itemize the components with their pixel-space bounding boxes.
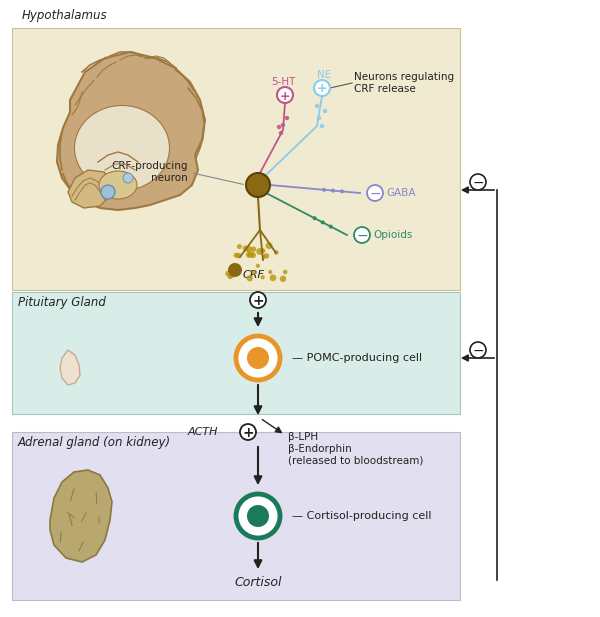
Circle shape: [315, 104, 319, 108]
Circle shape: [256, 263, 260, 268]
Text: Hypothalamus: Hypothalamus: [22, 9, 107, 22]
Text: +: +: [242, 426, 254, 440]
Circle shape: [269, 275, 276, 281]
Circle shape: [281, 123, 285, 127]
Text: −: −: [472, 344, 484, 358]
Circle shape: [246, 173, 270, 197]
Text: Opioids: Opioids: [373, 230, 412, 240]
Text: CRF-producing
neuron: CRF-producing neuron: [112, 161, 243, 184]
Circle shape: [227, 275, 232, 280]
Circle shape: [470, 174, 486, 190]
Circle shape: [246, 252, 251, 258]
Polygon shape: [57, 52, 205, 210]
Circle shape: [283, 270, 287, 275]
Text: 5-HT: 5-HT: [271, 77, 295, 87]
Text: −: −: [369, 187, 381, 201]
Text: Adrenal gland (on kidney): Adrenal gland (on kidney): [18, 436, 171, 449]
Text: Cortisol: Cortisol: [234, 576, 282, 589]
Circle shape: [242, 246, 248, 252]
Circle shape: [317, 116, 321, 120]
Circle shape: [247, 275, 253, 281]
Text: CRF: CRF: [243, 270, 265, 280]
Circle shape: [247, 347, 269, 369]
Text: Pituitary Gland: Pituitary Gland: [18, 296, 106, 309]
Circle shape: [329, 225, 333, 229]
Circle shape: [250, 292, 266, 308]
Text: −: −: [356, 229, 368, 243]
Text: +: +: [252, 294, 264, 308]
Circle shape: [354, 227, 370, 243]
Text: — POMC-producing cell: — POMC-producing cell: [292, 353, 422, 363]
Circle shape: [237, 244, 242, 249]
Circle shape: [320, 124, 324, 128]
Circle shape: [314, 80, 330, 96]
Circle shape: [277, 87, 293, 103]
Circle shape: [233, 253, 239, 258]
Circle shape: [245, 246, 252, 252]
Text: β-LPH
β-Endorphin
(released to bloodstream): β-LPH β-Endorphin (released to bloodstre…: [288, 432, 424, 465]
Circle shape: [229, 273, 234, 278]
Circle shape: [256, 248, 263, 255]
Circle shape: [240, 424, 256, 440]
Circle shape: [331, 189, 335, 193]
Circle shape: [261, 249, 265, 253]
Ellipse shape: [99, 171, 137, 199]
Bar: [12, 292, 460, 414]
Text: GABA: GABA: [386, 188, 415, 198]
Bar: [12, 28, 460, 290]
Circle shape: [247, 251, 254, 258]
Circle shape: [236, 253, 241, 259]
Circle shape: [279, 131, 283, 135]
Text: Neurons regulating
CRF release: Neurons regulating CRF release: [354, 72, 454, 94]
Circle shape: [313, 216, 317, 220]
Circle shape: [236, 494, 280, 538]
Circle shape: [252, 270, 257, 275]
Circle shape: [277, 125, 281, 129]
Text: −: −: [472, 176, 484, 190]
Text: NE: NE: [317, 70, 331, 80]
Circle shape: [470, 342, 486, 358]
Circle shape: [320, 220, 325, 225]
Circle shape: [268, 270, 272, 274]
Text: ACTH: ACTH: [187, 427, 218, 437]
Ellipse shape: [74, 106, 170, 191]
Polygon shape: [60, 350, 80, 385]
Text: +: +: [280, 89, 290, 102]
Circle shape: [367, 185, 383, 201]
Circle shape: [274, 250, 278, 255]
Circle shape: [228, 263, 242, 277]
Circle shape: [251, 247, 256, 252]
Circle shape: [266, 242, 272, 249]
Circle shape: [260, 248, 265, 253]
Text: +: +: [317, 83, 328, 96]
Circle shape: [262, 254, 266, 259]
Polygon shape: [68, 170, 112, 208]
Polygon shape: [50, 470, 112, 562]
Circle shape: [280, 276, 286, 282]
Text: — Cortisol-producing cell: — Cortisol-producing cell: [292, 511, 431, 521]
Circle shape: [123, 173, 133, 183]
Circle shape: [247, 505, 269, 527]
Circle shape: [263, 253, 269, 259]
Circle shape: [225, 270, 232, 276]
Circle shape: [236, 336, 280, 380]
Circle shape: [101, 185, 115, 199]
Circle shape: [285, 116, 289, 120]
Circle shape: [322, 188, 326, 192]
Circle shape: [340, 189, 344, 193]
Circle shape: [234, 271, 238, 275]
Bar: [12, 432, 460, 600]
Circle shape: [260, 275, 265, 280]
Circle shape: [323, 109, 327, 113]
Circle shape: [250, 252, 256, 258]
